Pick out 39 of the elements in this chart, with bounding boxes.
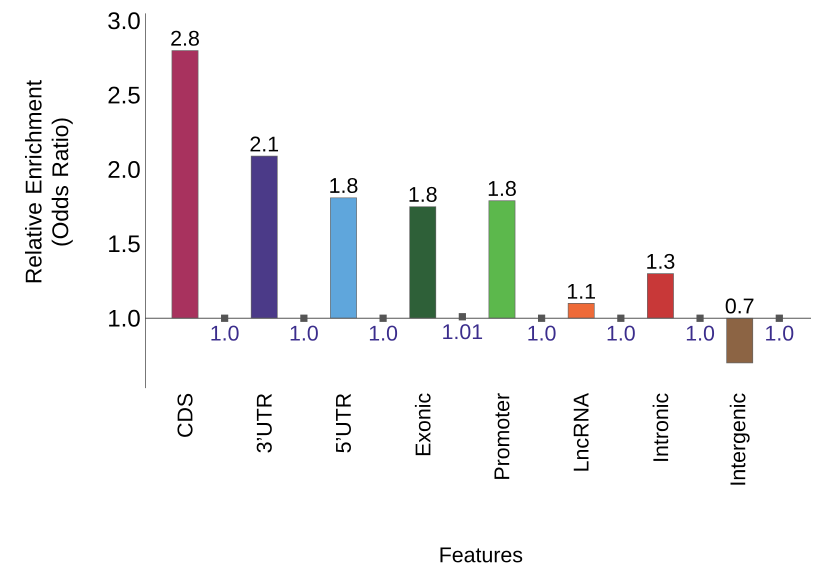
x-tick-label: Promoter — [494, 393, 510, 479]
bar — [726, 318, 754, 364]
data-label: 1.8 — [330, 178, 358, 193]
data-label: 1.0 — [528, 326, 556, 341]
data-label: 1.0 — [608, 326, 635, 341]
data-label: 2.1 — [250, 136, 278, 152]
x-tick-label: Intergenic — [730, 393, 750, 485]
x-tick-label: CDS — [177, 394, 193, 437]
y-axis-title: Relative Enrichment (Odds Ratio) — [24, 80, 73, 282]
bar — [409, 206, 436, 318]
y-tick-label: 1.5 — [109, 235, 140, 252]
x-tick-label: 5’UTR — [336, 394, 351, 452]
data-label: 1.0 — [211, 326, 239, 341]
x-tick-label: Intronic — [652, 393, 668, 461]
data-label: 2.8 — [171, 30, 199, 46]
data-label: 0.7 — [726, 298, 754, 314]
data-label: 1.0 — [370, 326, 398, 341]
data-label: 1.1 — [568, 284, 595, 299]
x-tick-label: Exonic — [414, 393, 431, 456]
data-label: 1.8 — [410, 186, 437, 202]
bar — [330, 197, 357, 318]
x-tick-label: 3’UTR — [256, 394, 272, 452]
bar — [568, 302, 595, 318]
y-tick-label: 1.0 — [109, 310, 140, 327]
bar — [172, 50, 198, 318]
data-label: 1.8 — [488, 180, 516, 196]
x-tick-label: LncRNA — [574, 392, 589, 470]
bar — [488, 200, 516, 318]
data-label: 1.0 — [686, 326, 714, 341]
y-tick-label: 2.0 — [108, 160, 140, 178]
data-label: 1.01 — [443, 324, 482, 340]
y-tick-label: 2.5 — [108, 86, 140, 104]
data-label: 1.3 — [647, 254, 674, 269]
data-label: 1.0 — [766, 326, 794, 341]
bar — [250, 156, 278, 318]
y-tick-label: 3.0 — [108, 12, 140, 30]
x-axis-title: Features — [440, 547, 522, 562]
bar — [647, 273, 674, 318]
data-label: 1.0 — [290, 326, 318, 341]
